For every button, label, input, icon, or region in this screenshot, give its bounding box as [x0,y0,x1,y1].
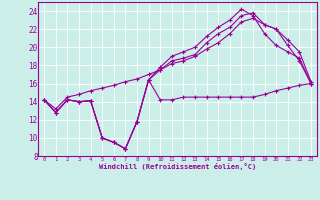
X-axis label: Windchill (Refroidissement éolien,°C): Windchill (Refroidissement éolien,°C) [99,163,256,170]
